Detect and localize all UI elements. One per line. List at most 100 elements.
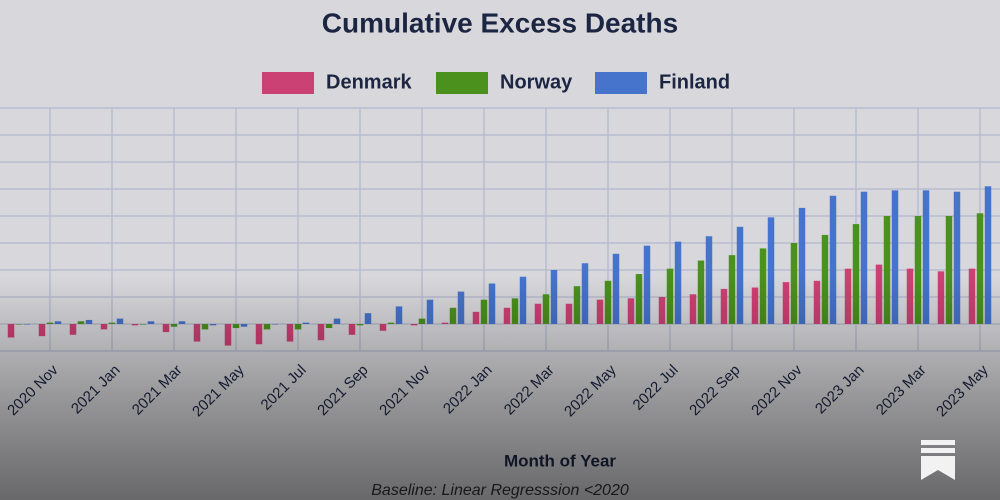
bar: [697, 260, 705, 324]
bar: [534, 303, 542, 324]
bar: [573, 286, 581, 324]
bar: [116, 318, 124, 324]
bar: [720, 288, 728, 324]
x-tick-label: 2022 Nov: [748, 361, 806, 419]
bar: [565, 303, 573, 324]
bar: [635, 274, 643, 324]
bar: [798, 207, 806, 324]
bar: [844, 268, 852, 324]
legend-label: Finland: [659, 71, 730, 93]
bar: [953, 191, 961, 324]
bar: [317, 324, 325, 341]
bar: [519, 276, 527, 324]
bar: [46, 322, 54, 324]
bar: [294, 324, 302, 330]
bar: [782, 282, 790, 324]
bar: [968, 268, 976, 324]
bar: [255, 324, 263, 345]
bar: [54, 321, 62, 324]
bar: [860, 191, 868, 324]
bar: [333, 318, 341, 324]
bar: [511, 298, 519, 324]
bar: [325, 324, 333, 329]
subtitle: Baseline: Linear Regresssion <2020: [371, 482, 629, 499]
bar: [410, 324, 418, 326]
plot-area: [0, 107, 1000, 352]
x-tick-label: 2023 Jan: [812, 362, 868, 418]
bar: [728, 255, 736, 324]
bar: [829, 195, 837, 324]
bar: [23, 324, 31, 325]
bar: [224, 324, 232, 346]
bar: [658, 297, 666, 324]
bar: [387, 322, 395, 324]
bar: [356, 324, 364, 326]
bar: [38, 324, 46, 337]
bar: [790, 243, 798, 324]
bar: [550, 270, 558, 324]
bar: [976, 213, 984, 324]
bar: [139, 324, 147, 325]
x-tick-label: 2021 Mar: [129, 362, 186, 419]
bar: [643, 245, 651, 324]
bar: [263, 324, 271, 330]
bar: [77, 321, 85, 324]
bar: [674, 241, 682, 324]
bar: [914, 216, 922, 324]
bar: [883, 216, 891, 324]
bar: [348, 324, 356, 335]
x-tick-label: 2022 Mar: [501, 362, 558, 419]
chart-title: Cumulative Excess Deaths: [322, 7, 678, 38]
x-tick-label: 2022 Sep: [686, 362, 743, 419]
legend-swatch: [262, 72, 314, 94]
bar: [480, 299, 488, 324]
bar: [821, 234, 829, 324]
bar: [209, 324, 217, 326]
bar: [612, 253, 620, 324]
bar: [131, 324, 139, 326]
x-tick-label: 2021 Sep: [314, 362, 371, 419]
x-tick-label: 2022 Jul: [630, 362, 682, 414]
bar: [240, 324, 248, 327]
bar: [813, 280, 821, 324]
bar: [984, 186, 992, 324]
bar: [875, 264, 883, 324]
bar: [147, 321, 155, 324]
bar: [596, 299, 604, 324]
bar: [441, 322, 449, 324]
bar: [666, 268, 674, 324]
bar: [922, 190, 930, 324]
x-tick-label: 2022 Jan: [440, 362, 496, 418]
bar: [937, 271, 945, 324]
bar: [627, 298, 635, 324]
bar: [542, 294, 550, 324]
bar: [891, 190, 899, 324]
bar: [15, 324, 23, 325]
x-tick-label: 2022 May: [561, 361, 620, 420]
bar: [581, 263, 589, 324]
bar: [736, 226, 744, 324]
bar: [201, 324, 209, 330]
bar: [751, 287, 759, 324]
bar: [906, 268, 914, 324]
bar: [379, 324, 387, 331]
bar: [689, 294, 697, 324]
x-tick-label: 2021 Jul: [258, 362, 310, 414]
bar: [488, 283, 496, 324]
bar: [426, 299, 434, 324]
bar: [193, 324, 201, 342]
bar: [395, 306, 403, 324]
x-tick-label: 2021 Nov: [376, 361, 434, 419]
x-axis-title: Month of Year: [504, 451, 616, 470]
bar: [69, 324, 77, 335]
bar: [271, 324, 279, 325]
bar: [767, 217, 775, 324]
bar: [7, 324, 15, 338]
bar: [178, 321, 186, 324]
bar: [170, 324, 178, 327]
x-tick-label: 2023 Mar: [873, 362, 930, 419]
legend-swatch: [436, 72, 488, 94]
bar: [302, 322, 310, 324]
